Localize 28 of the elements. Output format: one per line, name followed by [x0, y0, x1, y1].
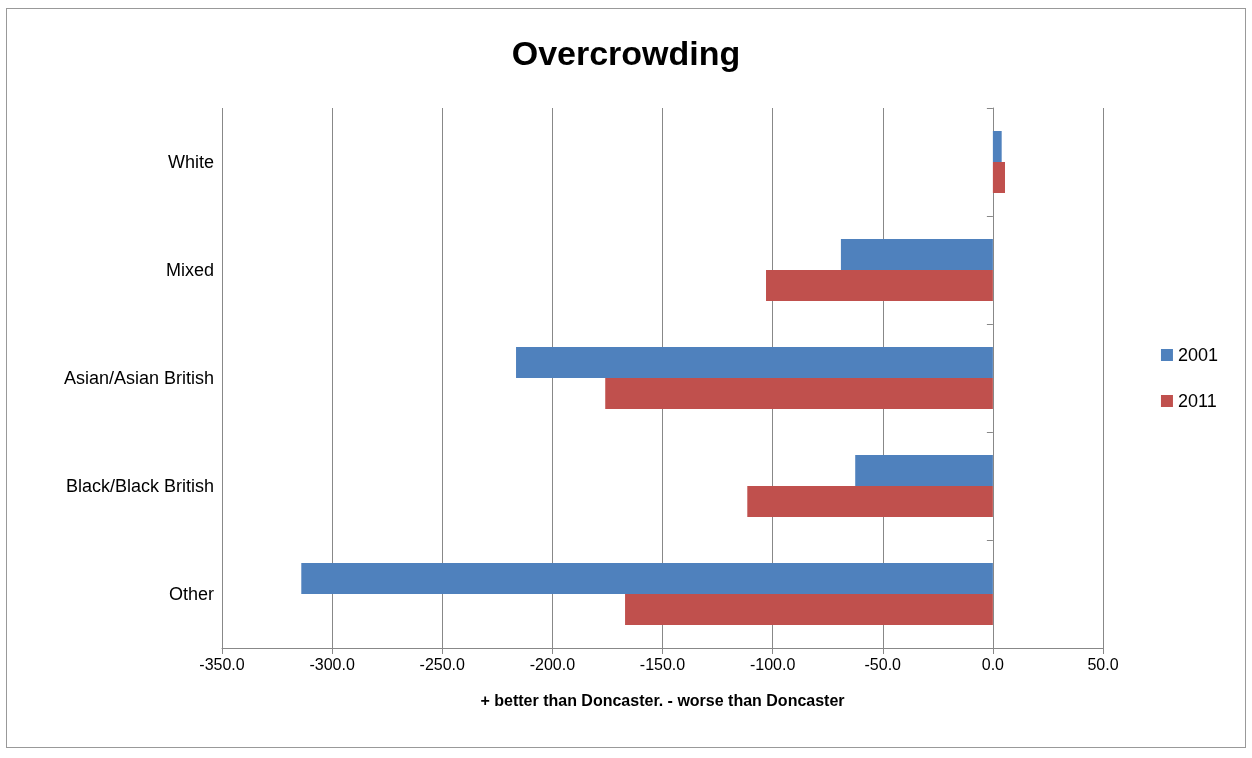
x-tick-label: -150.0 [639, 655, 686, 673]
x-tick-label: -50.0 [864, 655, 902, 673]
bar [605, 378, 993, 409]
x-tick-label: -300.0 [309, 655, 355, 673]
y-tick-label: Black/Black British [65, 476, 214, 496]
bar [301, 563, 993, 594]
bar [992, 131, 1002, 162]
bar [747, 486, 993, 517]
bar [625, 594, 993, 625]
x-tick-label: 50.0 [1087, 655, 1119, 673]
bar [766, 270, 993, 301]
x-tick-label: -100.0 [749, 655, 796, 673]
y-tick-label: Mixed [165, 260, 214, 280]
legend-label: 2011 [1177, 391, 1217, 411]
bar [840, 239, 993, 270]
bar [516, 347, 993, 378]
y-tick-label: Asian/Asian British [63, 368, 214, 388]
y-tick-label: Other [168, 584, 214, 604]
legend-label: 2001 [1177, 345, 1218, 365]
y-tick-label: White [167, 152, 214, 172]
bar [992, 162, 1005, 193]
bar [855, 455, 993, 486]
x-tick-label: 0.0 [981, 655, 1005, 673]
x-tick-label: -200.0 [529, 655, 576, 673]
chart-title: Overcrowding [511, 34, 741, 72]
x-tick-label: -250.0 [419, 655, 466, 673]
x-axis-title: + better than Doncaster. - worse than Doncaster [480, 691, 845, 709]
x-tick-label: -350.0 [199, 655, 245, 673]
